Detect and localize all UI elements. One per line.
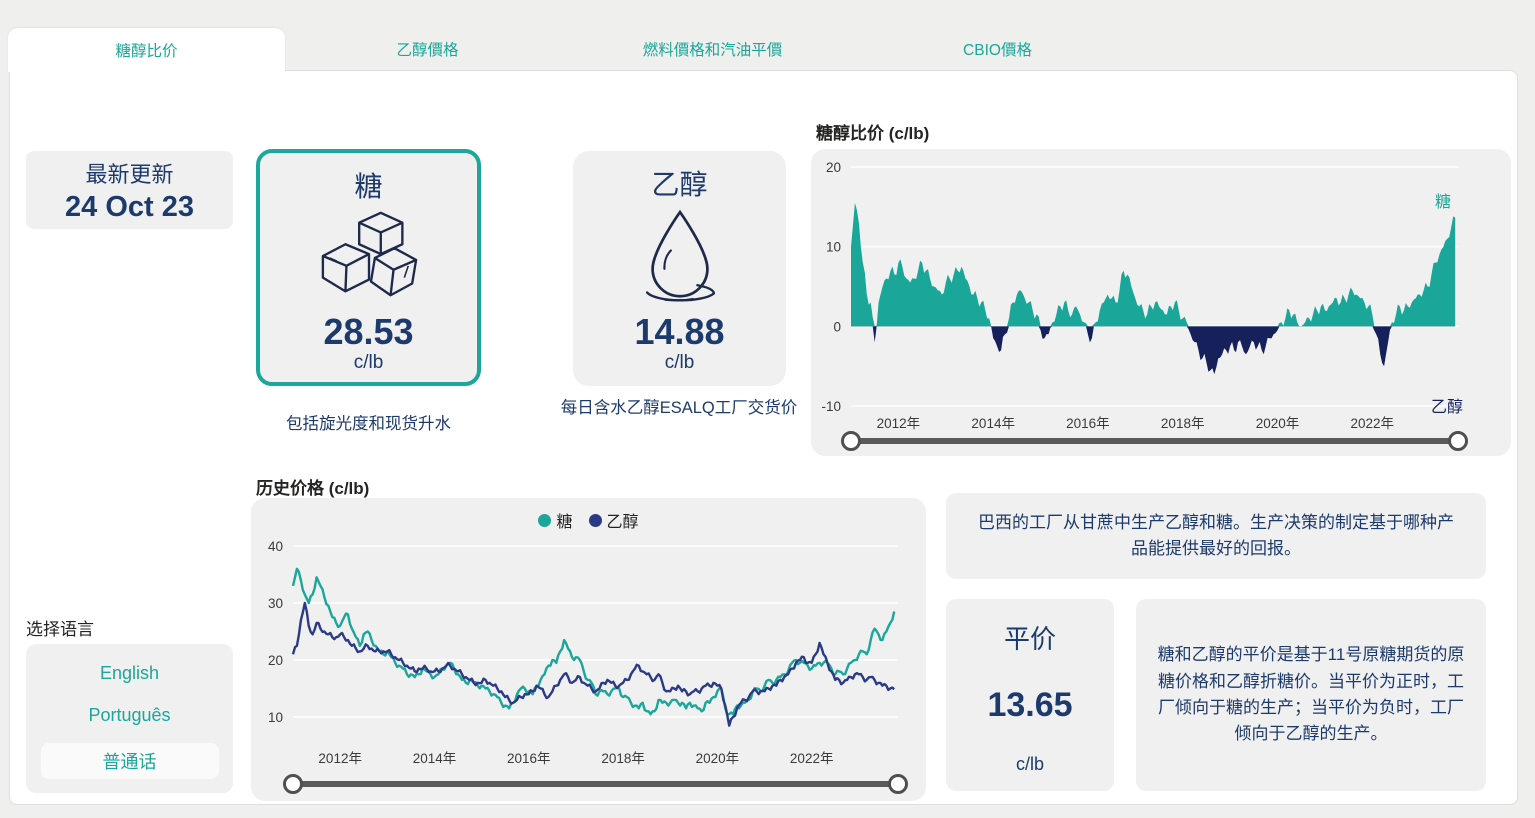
history-slider-handle-left[interactable]	[283, 774, 303, 794]
svg-text:2012年: 2012年	[877, 416, 921, 431]
sugar-legend-label: 糖	[556, 514, 573, 531]
parity-area-chart: 20 10 0 -10 2012年 2014年 2016年 2018年 2020年 2022年 糖乙…	[811, 149, 1511, 456]
tab-parity-label: 糖醇比价	[115, 43, 178, 60]
tab-cbio-price-label: CBIO價格	[963, 42, 1032, 59]
tab-fuel-gasoline-parity-label: 燃料價格和汽油平價	[642, 42, 783, 59]
sugar-card-caption: 包括旋光度和现货升水	[286, 415, 451, 433]
svg-text:乙醇: 乙醇	[1431, 398, 1463, 416]
svg-text:-10: -10	[821, 399, 841, 414]
svg-text:2016年: 2016年	[1066, 416, 1110, 431]
svg-text:2018年: 2018年	[1161, 416, 1205, 431]
svg-text:2014年: 2014年	[971, 416, 1015, 431]
svg-text:0: 0	[833, 319, 841, 334]
sugar-card-title: 糖	[354, 171, 383, 202]
svg-text:糖: 糖	[1435, 193, 1451, 211]
ethanol-price-unit: c/lb	[664, 352, 695, 373]
svg-text:2018年: 2018年	[601, 751, 645, 766]
parity-value: 13.65	[987, 685, 1073, 724]
ethanol-card: 乙醇 14.88 c/lb	[573, 151, 786, 386]
language-selector: English Português 普通话	[26, 644, 233, 793]
parity-unit: c/lb	[1015, 754, 1044, 774]
svg-text:20: 20	[826, 160, 841, 175]
history-chart-legend: 糖 乙醇	[251, 508, 926, 532]
parity-slider-track[interactable]	[850, 438, 1459, 444]
tab-cbio-price[interactable]: CBIO價格	[855, 28, 1140, 70]
legend-item-sugar: 糖	[538, 508, 573, 532]
tab-ethanol-price[interactable]: 乙醇價格	[285, 28, 570, 70]
main-panel: 最新更新 24 Oct 23 糖 28.53 c/lb 包括旋光度和现货升水 乙…	[9, 70, 1518, 805]
svg-text:10: 10	[268, 710, 283, 725]
sugar-price-unit: c/lb	[353, 352, 384, 373]
language-option-mandarin[interactable]: 普通话	[40, 743, 219, 780]
legend-item-ethanol: 乙醇	[588, 508, 639, 532]
ethanol-price-value: 14.88	[634, 311, 725, 352]
language-option-portugues[interactable]: Português	[88, 705, 171, 726]
ethanol-card-caption: 每日含水乙醇ESALQ工厂交货价	[560, 399, 798, 417]
tab-bar: 糖醇比价 乙醇價格 燃料價格和汽油平價 CBIO價格	[0, 0, 1535, 72]
history-slider-track[interactable]	[292, 781, 899, 787]
svg-text:2016年: 2016年	[507, 751, 551, 766]
latest-update-box: 最新更新 24 Oct 23	[26, 151, 233, 229]
parity-slider-handle-right[interactable]	[1448, 431, 1468, 451]
parity-slider-handle-left[interactable]	[841, 431, 861, 451]
sugar-legend-dot	[538, 513, 552, 527]
svg-text:2022年: 2022年	[1351, 416, 1395, 431]
svg-text:20: 20	[268, 653, 283, 668]
svg-text:2022年: 2022年	[790, 751, 834, 766]
parity-info-box: 糖和乙醇的平价是基于11号原糖期货的原糖价格和乙醇折糖价。当平价为正时，工厂倾向…	[1136, 599, 1486, 791]
parity-card-title: 平价	[1003, 624, 1056, 654]
history-line-chart: 糖 乙醇 40 30 20 10 2012年 2014年 2016年 2018年 2020年 20…	[251, 498, 926, 801]
svg-text:40: 40	[268, 539, 283, 554]
tab-ethanol-price-label: 乙醇價格	[396, 42, 459, 59]
parity-card: 平价 13.65 c/lb	[946, 599, 1114, 791]
history-chart-slider	[283, 774, 908, 794]
latest-update-date: 24 Oct 23	[65, 190, 194, 223]
language-selector-label: 选择语言	[26, 620, 94, 639]
history-chart-title: 历史价格 (c/lb)	[256, 479, 370, 498]
svg-text:2012年: 2012年	[318, 751, 362, 766]
water-drop-icon	[625, 203, 735, 314]
sugar-card: 糖 28.53 c/lb	[256, 149, 481, 386]
parity-chart-slider	[841, 431, 1468, 451]
svg-text:10: 10	[826, 240, 841, 255]
parity-chart-title: 糖醇比价 (c/lb)	[816, 124, 930, 143]
language-option-english[interactable]: English	[99, 662, 160, 683]
svg-text:2014年: 2014年	[413, 751, 457, 766]
svg-text:2020年: 2020年	[1256, 416, 1300, 431]
latest-update-label: 最新更新	[85, 161, 174, 187]
history-slider-handle-right[interactable]	[888, 774, 908, 794]
svg-text:2020年: 2020年	[696, 751, 740, 766]
ethanol-legend-label: 乙醇	[606, 514, 639, 531]
tab-fuel-gasoline-parity[interactable]: 燃料價格和汽油平價	[570, 28, 855, 70]
tab-parity[interactable]: 糖醇比价	[8, 28, 285, 72]
ethanol-legend-dot	[588, 513, 602, 527]
production-info-box: 巴西的工厂从甘蔗中生产乙醇和糖。生产决策的制定基于哪种产品能提供最好的回报。	[946, 493, 1486, 579]
sugar-cubes-icon	[310, 205, 428, 314]
ethanol-card-title: 乙醇	[651, 169, 708, 200]
svg-text:30: 30	[268, 596, 283, 611]
sugar-price-value: 28.53	[323, 311, 414, 352]
